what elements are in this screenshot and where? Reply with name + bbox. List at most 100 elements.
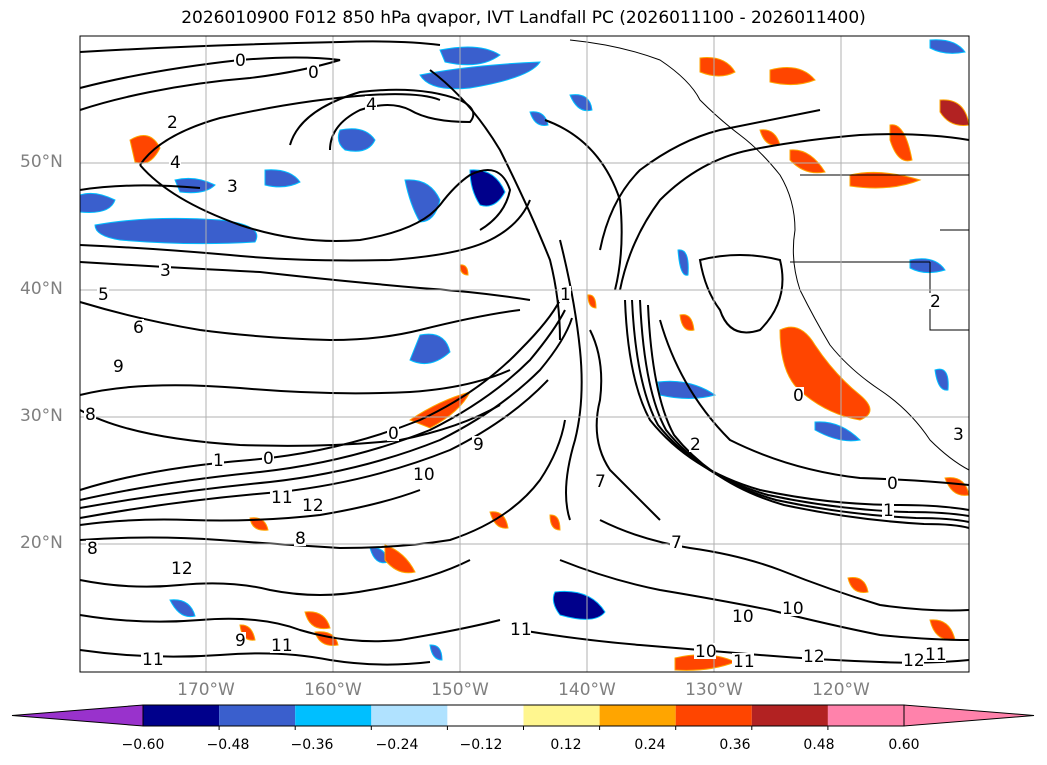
contour-label: 2 bbox=[930, 292, 941, 312]
contour-label: 0 bbox=[235, 51, 246, 71]
contour-label-bg bbox=[594, 473, 606, 489]
contour-label: 7 bbox=[671, 533, 682, 553]
contour-label-bg bbox=[212, 452, 224, 468]
contour-label: 12 bbox=[903, 651, 925, 671]
contour-label: 8 bbox=[295, 529, 306, 549]
contour-label: 12 bbox=[302, 496, 324, 516]
lat-label-40n: 40°N bbox=[20, 279, 63, 299]
contour-label-bg bbox=[387, 425, 399, 441]
contour-label: 0 bbox=[793, 386, 804, 406]
contour-label: 1 bbox=[883, 501, 894, 521]
contour-label-bg bbox=[732, 653, 754, 669]
contour-label-bg bbox=[929, 293, 941, 309]
colorbar-tick: 0.48 bbox=[803, 737, 835, 753]
colorbar-bin bbox=[751, 705, 828, 726]
contour-label-bg bbox=[781, 600, 803, 616]
colorbar-bin bbox=[675, 705, 752, 726]
lon-label-170w: 170°W bbox=[177, 680, 235, 700]
contour-label-bg bbox=[84, 406, 96, 422]
contour-label-bg bbox=[270, 489, 292, 505]
contour-label-bg bbox=[886, 475, 898, 491]
lat-label-20n: 20°N bbox=[20, 533, 63, 553]
contour-label-bg bbox=[902, 652, 924, 668]
contour-label-bg bbox=[731, 608, 753, 624]
contour-label-bg bbox=[301, 497, 323, 513]
contour-label-bg bbox=[270, 637, 292, 653]
map-frame bbox=[79, 35, 970, 673]
map-title: 2026010900 F012 850 hPa qvapor, IVT Land… bbox=[181, 8, 866, 28]
lat-label-50n: 50°N bbox=[20, 152, 63, 172]
contour-label-bg bbox=[234, 632, 246, 648]
contour-label: 5 bbox=[98, 285, 109, 305]
contour-label-bg bbox=[307, 64, 319, 80]
contour-label: 0 bbox=[388, 424, 399, 444]
colorbar-bin bbox=[827, 705, 904, 726]
contour-label-bg bbox=[802, 648, 824, 664]
contour-label-bg bbox=[132, 319, 144, 335]
contour-label: 9 bbox=[235, 631, 246, 651]
colorbar-bin bbox=[219, 705, 296, 726]
negative-anomaly-fills bbox=[79, 39, 966, 661]
contour-label-bg bbox=[226, 178, 238, 194]
contour-label: 12 bbox=[171, 559, 193, 579]
contour-label: 11 bbox=[271, 488, 293, 508]
contour-label-bg bbox=[792, 387, 804, 403]
colorbar-tick: −0.60 bbox=[121, 737, 165, 753]
colorbar-tick: 0.36 bbox=[719, 737, 751, 753]
contour-label: 11 bbox=[733, 652, 755, 672]
black-contours bbox=[79, 40, 970, 666]
colorbar-bin bbox=[447, 705, 524, 726]
lon-label-150w: 150°W bbox=[431, 680, 489, 700]
contour-label-bg bbox=[169, 154, 181, 170]
contour-label-bg bbox=[924, 646, 946, 662]
contour-label: 3 bbox=[227, 177, 238, 197]
colorbar-tick: −0.36 bbox=[290, 737, 334, 753]
contour-label: 9 bbox=[113, 357, 124, 377]
contour-label: 0 bbox=[308, 63, 319, 83]
colorbar-bin bbox=[523, 705, 600, 726]
contour-label: 1 bbox=[213, 451, 224, 471]
contour-label-bg bbox=[882, 502, 894, 518]
contour-label-bg bbox=[952, 426, 964, 442]
contour-label: 2 bbox=[167, 113, 178, 133]
contour-label-bg bbox=[412, 466, 434, 482]
contour-label-bg bbox=[141, 651, 163, 667]
colorbar-bin bbox=[143, 705, 220, 726]
colorbar bbox=[11, 704, 1035, 730]
contour-label-bg bbox=[509, 621, 531, 637]
contour-label: 11 bbox=[271, 636, 293, 656]
contour-label: 12 bbox=[803, 647, 825, 667]
contour-label-bg bbox=[559, 286, 571, 302]
contour-label: 4 bbox=[170, 153, 181, 173]
colorbar-over-arrow bbox=[903, 704, 1035, 727]
contour-label: 11 bbox=[925, 645, 947, 665]
contour-label: 8 bbox=[85, 405, 96, 425]
lon-label-130w: 130°W bbox=[685, 680, 743, 700]
colorbar-bin bbox=[295, 705, 372, 726]
colorbar-tick: 0.60 bbox=[888, 737, 920, 753]
contour-label: 11 bbox=[142, 650, 164, 670]
contour-label: 3 bbox=[160, 261, 171, 281]
contour-label-bg bbox=[694, 643, 716, 659]
colorbar-tick: −0.24 bbox=[375, 737, 419, 753]
colorbar-bin bbox=[599, 705, 676, 726]
colorbar-tick: 0.12 bbox=[550, 737, 582, 753]
contour-label-bg bbox=[234, 52, 246, 68]
colorbar-tick: −0.12 bbox=[459, 737, 503, 753]
contour-label: 1 bbox=[560, 285, 571, 305]
grid-lines bbox=[80, 36, 969, 672]
contour-label-bg bbox=[294, 530, 306, 546]
contour-label-bg bbox=[97, 286, 109, 302]
colorbar-bin bbox=[371, 705, 448, 726]
contour-label: 10 bbox=[732, 607, 754, 627]
contour-label: 0 bbox=[887, 474, 898, 494]
contour-label: 4 bbox=[366, 95, 377, 115]
contour-label-bg bbox=[262, 450, 274, 466]
lon-label-140w: 140°W bbox=[558, 680, 616, 700]
colorbar-under-arrow bbox=[11, 704, 144, 727]
contour-label-bg bbox=[86, 540, 98, 556]
contour-label-bg bbox=[170, 560, 192, 576]
